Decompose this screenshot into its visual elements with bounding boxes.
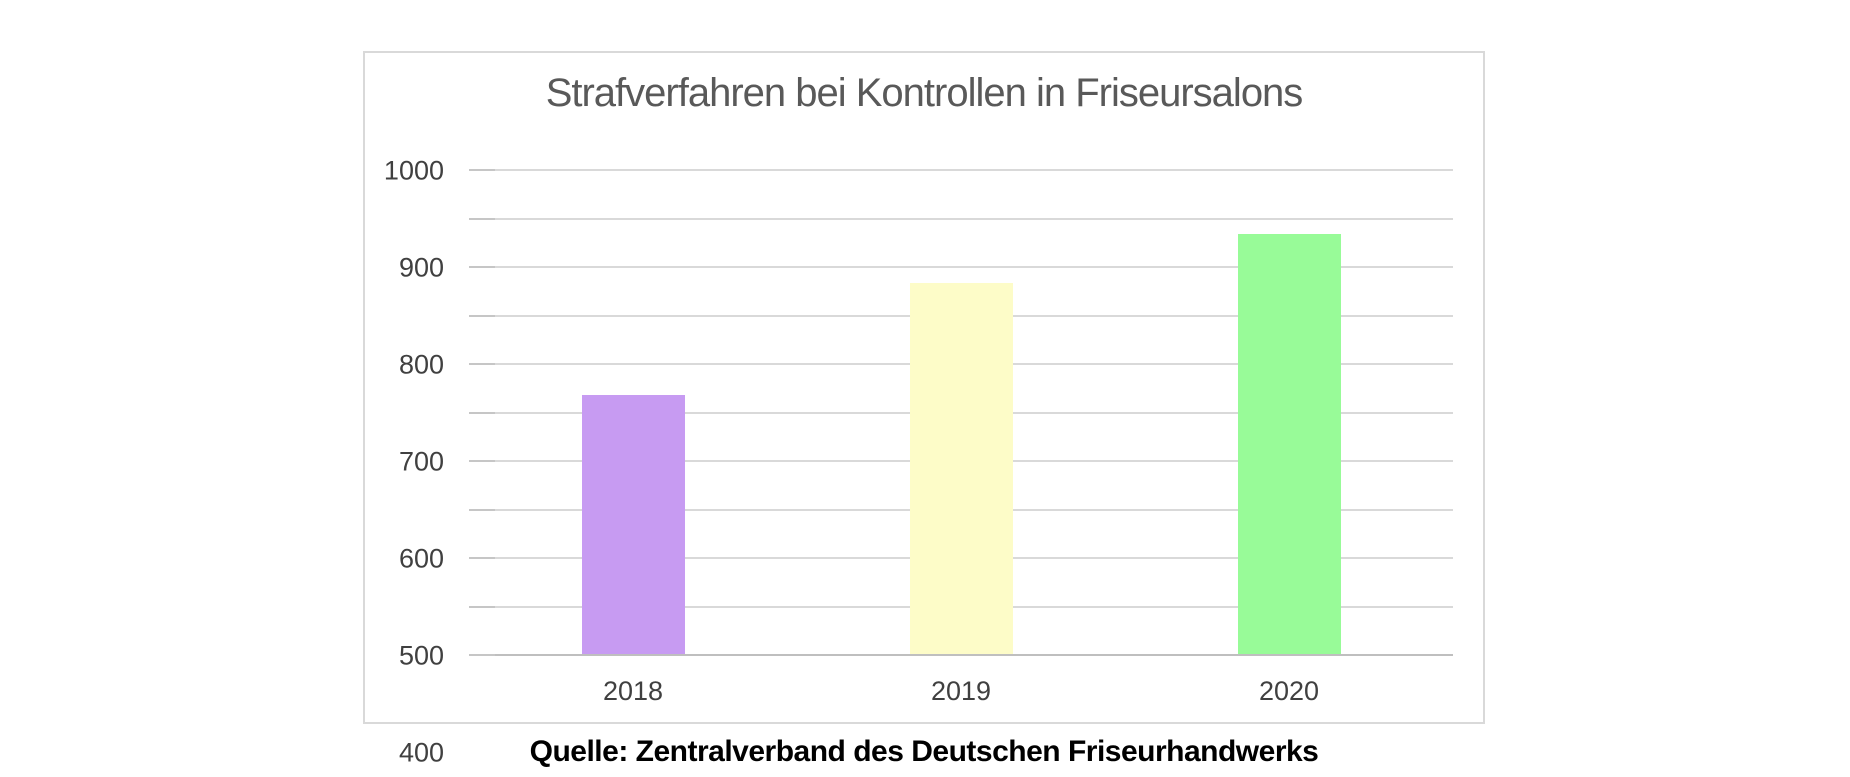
y-axis-tick: [469, 654, 495, 656]
y-axis-tick-label: 1000: [383, 155, 444, 186]
x-axis-category-label: 2020: [1258, 676, 1320, 706]
y-axis-tick-label: 600: [398, 543, 444, 574]
y-axis-tick-label: 400: [398, 737, 444, 768]
bar-chart: Strafverfahren bei Kontrollen in Friseur…: [363, 51, 1485, 768]
bar-2019: [909, 282, 1013, 654]
y-axis-tick-label: 500: [398, 640, 444, 671]
source-caption: Quelle: Zentralverband des Deutschen Fri…: [529, 735, 1319, 768]
y-axis-tick: [469, 508, 495, 511]
y-axis-tick: [469, 460, 495, 462]
y-axis-tick: [469, 411, 495, 414]
y-axis-tick: [469, 266, 495, 268]
y-axis-tick-label: 700: [398, 446, 444, 477]
y-axis-tick: [469, 605, 495, 608]
y-axis-tick: [469, 363, 495, 365]
x-axis-line: 0: [469, 654, 1453, 656]
y-axis-tick-label: 800: [398, 349, 444, 380]
x-axis-category-label: 2018: [602, 676, 664, 706]
x-axis-category-label: 2019: [930, 676, 992, 706]
y-axis-tick: [469, 217, 495, 220]
gridline: 800: [399, 266, 1453, 380]
y-axis-tick: [469, 557, 495, 559]
gridline: 1000: [384, 156, 1453, 186]
chart-title: Strafverfahren bei Kontrollen in Friseur…: [545, 71, 1304, 115]
y-axis-tick: [469, 169, 495, 171]
gridline: 900: [399, 217, 1453, 283]
bar-2018: [581, 394, 685, 654]
y-axis-tick: [469, 314, 495, 317]
plot-area: 0100200300400500600700800900100020182019…: [384, 156, 1453, 768]
y-axis-tick-label: 900: [398, 252, 444, 283]
bar-2020: [1237, 234, 1341, 654]
